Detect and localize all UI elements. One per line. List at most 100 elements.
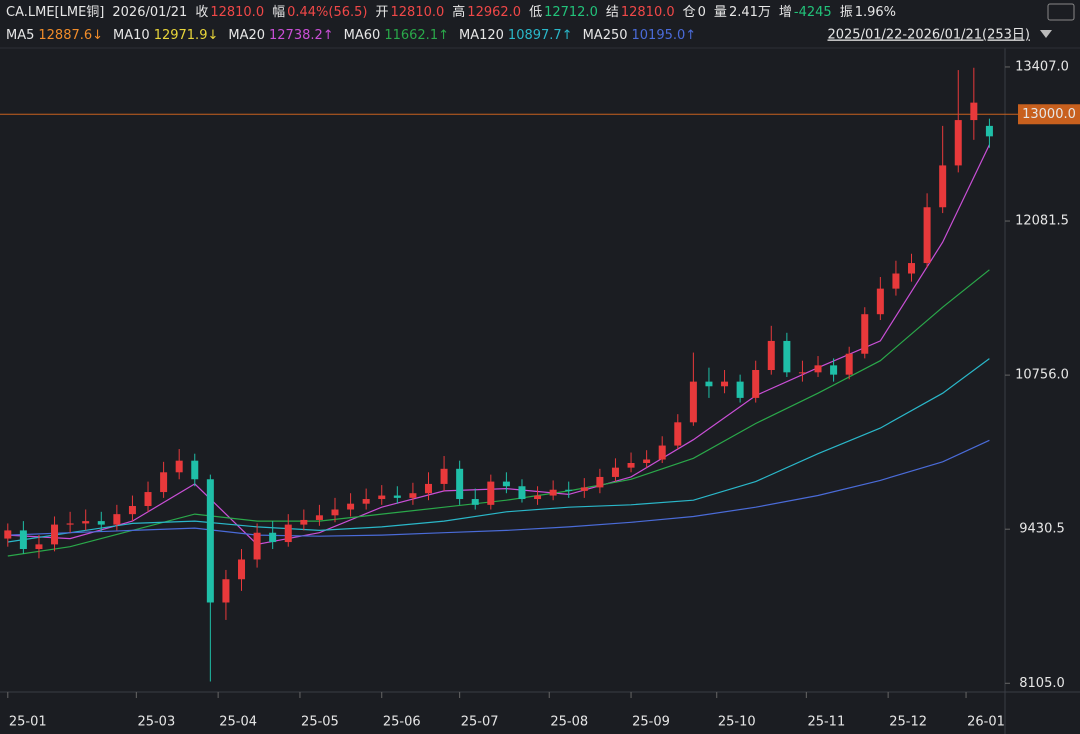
candle-body	[284, 524, 292, 543]
header-field: 12712.0	[544, 5, 598, 20]
candle-body	[892, 273, 900, 289]
candle-body	[923, 207, 931, 264]
candle-body	[175, 460, 183, 473]
candle-body	[300, 519, 308, 525]
x-tick-label: 25-05	[301, 715, 339, 730]
candle-body	[643, 459, 651, 463]
header-field: -4245	[794, 5, 832, 20]
candle-body	[627, 462, 635, 468]
candle-body	[315, 515, 323, 520]
header-field: 12810.0	[391, 5, 445, 20]
legend-value: 11662.1↑	[384, 28, 449, 43]
x-tick-label: 25-03	[137, 715, 175, 730]
candle-body	[876, 288, 884, 315]
dropdown-arrow[interactable]	[1040, 30, 1052, 38]
candle-body	[830, 365, 838, 375]
x-tick-label: 25-06	[383, 715, 421, 730]
candle-body	[736, 381, 744, 398]
legend-name: MA250	[583, 28, 628, 43]
candle-body	[378, 495, 386, 500]
candle-body	[705, 381, 713, 387]
header-field: 12962.0	[467, 5, 521, 20]
legend-name: MA20	[228, 28, 265, 43]
candle-body	[985, 125, 993, 137]
y-tick-label: 13407.0	[1015, 59, 1069, 74]
y-tick-label: 8105.0	[1019, 676, 1065, 691]
header-line: CA.LME[LME铜] 2026/01/21 收 12810.0 幅 0.44%(56.…	[6, 4, 896, 20]
candle-body	[269, 532, 277, 543]
candle-body	[752, 370, 760, 398]
legend-name: MA5	[6, 28, 34, 43]
legend-name: MA120	[459, 28, 504, 43]
header-field: 2.41万	[729, 5, 771, 20]
header-field: 量	[714, 5, 727, 20]
header-field: 低	[529, 5, 542, 20]
legend-value: 12738.2↑	[269, 28, 334, 43]
candle-body	[798, 372, 806, 374]
header-field: 2026/01/21	[112, 5, 187, 20]
header-field: 1.96%	[855, 5, 896, 20]
legend-value: 10195.0↑	[632, 28, 697, 43]
legend-value: 12971.9↓	[154, 28, 219, 43]
candle-body	[611, 467, 619, 477]
candle-body	[19, 530, 27, 550]
header-field: CA.LME[LME铜]	[6, 5, 104, 20]
candle-body	[82, 521, 90, 524]
x-tick-label: 25-08	[550, 715, 588, 730]
header-field: 开	[376, 5, 389, 20]
date-range[interactable]: 2025/01/22-2026/01/21(253日)	[827, 28, 1030, 43]
x-tick-label: 25-10	[718, 715, 756, 730]
candle-body	[409, 493, 417, 498]
candle-body	[939, 165, 947, 208]
candle-body	[502, 481, 510, 487]
candle-body	[191, 460, 199, 480]
candle-body	[160, 472, 168, 493]
candle-body	[424, 483, 432, 494]
candle-body	[362, 499, 370, 504]
candle-body	[970, 102, 978, 121]
header-field: 12810.0	[621, 5, 675, 20]
candle-body	[674, 422, 682, 446]
candle-body	[51, 524, 59, 545]
candle-body	[66, 523, 74, 525]
candle-body	[689, 381, 697, 423]
header-field: 增	[779, 5, 792, 20]
y-tick-label: 9430.5	[1019, 522, 1065, 537]
candle-body	[222, 579, 230, 603]
candle-body	[783, 340, 791, 373]
legend-name: MA10	[113, 28, 150, 43]
candle-body	[253, 532, 261, 560]
candle-body	[4, 530, 12, 539]
header-field: 0	[698, 5, 706, 20]
legend-value: 12887.6↓	[38, 28, 103, 43]
candle-body	[565, 489, 573, 491]
candle-body	[580, 487, 588, 491]
header-field: 收	[195, 5, 208, 20]
candle-body	[596, 476, 604, 488]
x-tick-label: 25-11	[807, 715, 845, 730]
header-field: 振	[840, 5, 853, 20]
y-tick-label: 10756.0	[1015, 368, 1069, 383]
candle-body	[861, 314, 869, 354]
candle-body	[238, 559, 246, 580]
x-tick-label: 25-01	[9, 715, 47, 730]
x-tick-label: 25-09	[632, 715, 670, 730]
candle-body	[471, 499, 479, 505]
candle-body	[206, 479, 214, 603]
x-tick-label: 25-07	[461, 715, 499, 730]
icon[interactable]	[1047, 3, 1075, 21]
header-field: 高	[452, 4, 465, 20]
ma-line	[7, 269, 990, 557]
header-field: 12810.0	[210, 5, 264, 20]
candle-body	[35, 544, 43, 550]
candle-body	[658, 445, 666, 460]
x-tick-label: 25-04	[219, 715, 257, 730]
y-tick-label: 12081.5	[1015, 214, 1069, 229]
candle-body	[487, 481, 495, 505]
candle-body	[845, 353, 853, 375]
price-label-box	[1018, 104, 1080, 125]
ma-legend: MA5 12887.6↓ MA10 12971.9↓ MA20 12738.2↑ MA60 1…	[6, 28, 696, 43]
candle-body	[128, 506, 136, 515]
candle-body	[393, 495, 401, 498]
